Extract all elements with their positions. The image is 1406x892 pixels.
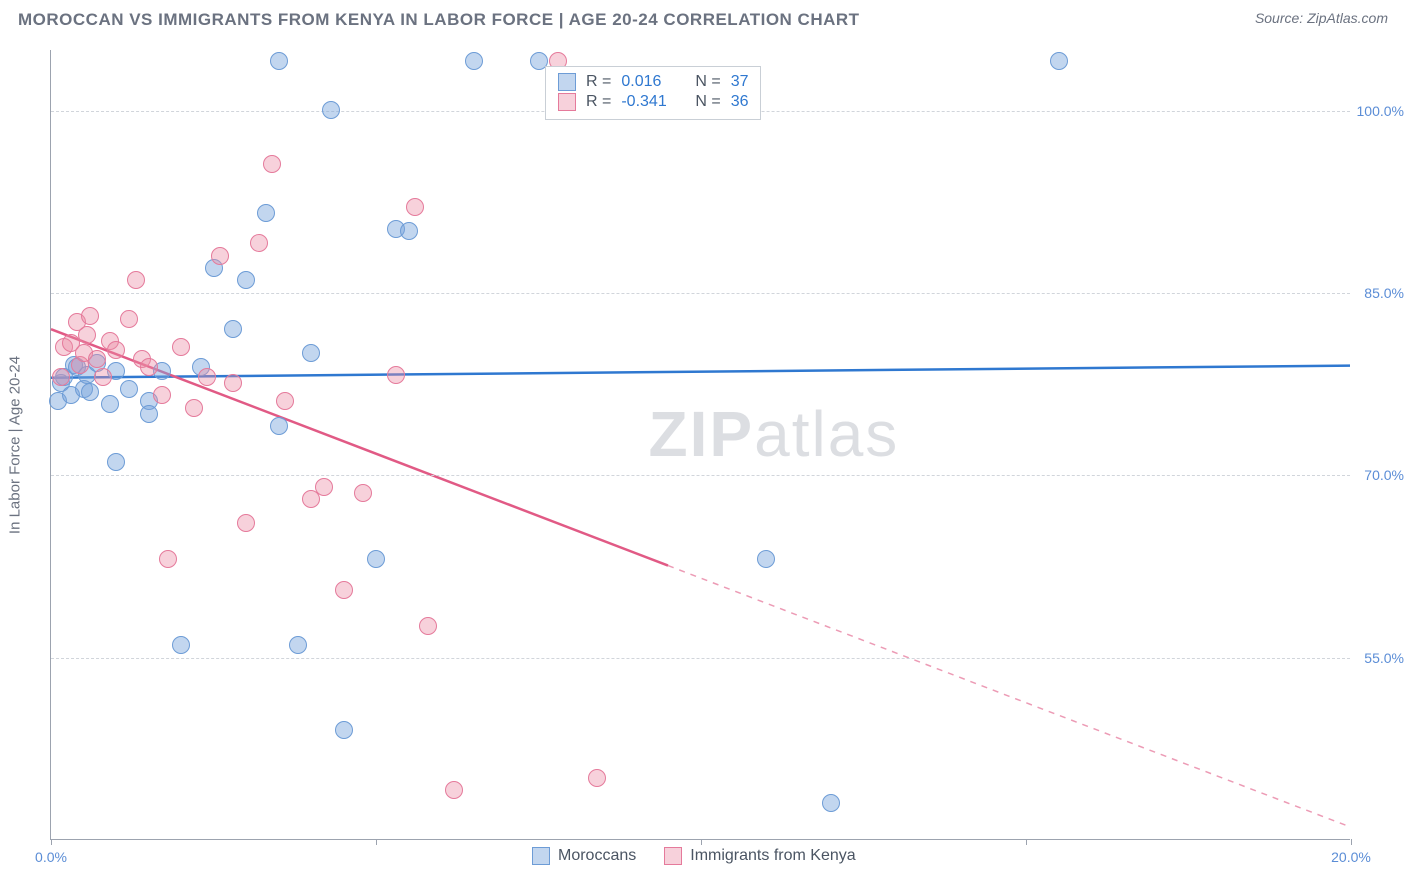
data-point-kenya [445, 781, 463, 799]
legend-series: Moroccans Immigrants from Kenya [532, 847, 856, 865]
data-point-kenya [172, 338, 190, 356]
data-point-kenya [335, 581, 353, 599]
data-point-moroccans [107, 453, 125, 471]
data-point-kenya [224, 374, 242, 392]
trend-lines [51, 50, 1350, 839]
x-tick [51, 839, 52, 845]
data-point-moroccans [1050, 52, 1068, 70]
chart-title: MOROCCAN VS IMMIGRANTS FROM KENYA IN LAB… [18, 10, 860, 30]
legend-item: Moroccans [532, 847, 636, 865]
data-point-moroccans [465, 52, 483, 70]
data-point-moroccans [335, 721, 353, 739]
data-point-moroccans [237, 271, 255, 289]
trendline-moroccans [51, 366, 1350, 378]
legend-item: Immigrants from Kenya [664, 847, 855, 865]
data-point-kenya [153, 386, 171, 404]
data-point-kenya [406, 198, 424, 216]
legend-label: Immigrants from Kenya [690, 847, 855, 865]
trendline-kenya-extrapolated [668, 566, 1350, 827]
data-point-kenya [588, 769, 606, 787]
legend-swatch [558, 93, 576, 111]
legend-n-label: N = [695, 73, 720, 91]
legend-correlation: R = 0.016 N = 37 R = -0.341 N = 36 [545, 66, 761, 120]
x-tick-label: 20.0% [1331, 849, 1371, 865]
data-point-kenya [120, 310, 138, 328]
data-point-moroccans [172, 636, 190, 654]
y-axis-title: In Labor Force | Age 20-24 [7, 355, 24, 533]
x-tick [701, 839, 702, 845]
data-point-moroccans [400, 222, 418, 240]
data-point-kenya [159, 550, 177, 568]
data-point-moroccans [289, 636, 307, 654]
gridline [51, 658, 1350, 659]
data-point-kenya [354, 484, 372, 502]
data-point-kenya [263, 155, 281, 173]
data-point-moroccans [270, 417, 288, 435]
data-point-moroccans [822, 794, 840, 812]
data-point-moroccans [367, 550, 385, 568]
data-point-kenya [237, 514, 255, 532]
plot-area: In Labor Force | Age 20-24 ZIPatlas 55.0… [50, 50, 1350, 840]
chart-header: MOROCCAN VS IMMIGRANTS FROM KENYA IN LAB… [18, 10, 1388, 30]
data-point-kenya [185, 399, 203, 417]
data-point-kenya [419, 617, 437, 635]
data-point-kenya [52, 368, 70, 386]
x-tick [376, 839, 377, 845]
data-point-kenya [198, 368, 216, 386]
legend-r-value: -0.341 [621, 93, 685, 111]
data-point-kenya [276, 392, 294, 410]
data-point-moroccans [120, 380, 138, 398]
data-point-moroccans [322, 101, 340, 119]
data-point-kenya [315, 478, 333, 496]
data-point-moroccans [224, 320, 242, 338]
legend-row: R = -0.341 N = 36 [558, 93, 748, 111]
gridline [51, 475, 1350, 476]
data-point-kenya [127, 271, 145, 289]
data-point-kenya [387, 366, 405, 384]
legend-label: Moroccans [558, 847, 636, 865]
source-label: Source: ZipAtlas.com [1255, 10, 1388, 26]
data-point-kenya [250, 234, 268, 252]
data-point-kenya [88, 350, 106, 368]
x-tick [1351, 839, 1352, 845]
data-point-kenya [78, 326, 96, 344]
legend-swatch [664, 847, 682, 865]
data-point-moroccans [101, 395, 119, 413]
data-point-moroccans [81, 383, 99, 401]
y-tick-label: 70.0% [1364, 467, 1404, 483]
legend-row: R = 0.016 N = 37 [558, 73, 748, 91]
y-tick-label: 85.0% [1364, 285, 1404, 301]
data-point-kenya [211, 247, 229, 265]
x-tick-label: 0.0% [35, 849, 67, 865]
data-point-moroccans [302, 344, 320, 362]
gridline [51, 293, 1350, 294]
data-point-kenya [140, 358, 158, 376]
legend-swatch [558, 73, 576, 91]
legend-n-value: 36 [731, 93, 749, 111]
x-tick [1026, 839, 1027, 845]
legend-r-value: 0.016 [621, 73, 685, 91]
legend-n-value: 37 [731, 73, 749, 91]
legend-r-label: R = [586, 93, 611, 111]
data-point-kenya [94, 368, 112, 386]
data-point-moroccans [140, 405, 158, 423]
legend-r-label: R = [586, 73, 611, 91]
data-point-moroccans [270, 52, 288, 70]
data-point-moroccans [757, 550, 775, 568]
data-point-kenya [81, 307, 99, 325]
legend-n-label: N = [695, 93, 720, 111]
y-tick-label: 55.0% [1364, 650, 1404, 666]
legend-swatch [532, 847, 550, 865]
y-tick-label: 100.0% [1357, 103, 1404, 119]
data-point-kenya [107, 341, 125, 359]
data-point-moroccans [257, 204, 275, 222]
